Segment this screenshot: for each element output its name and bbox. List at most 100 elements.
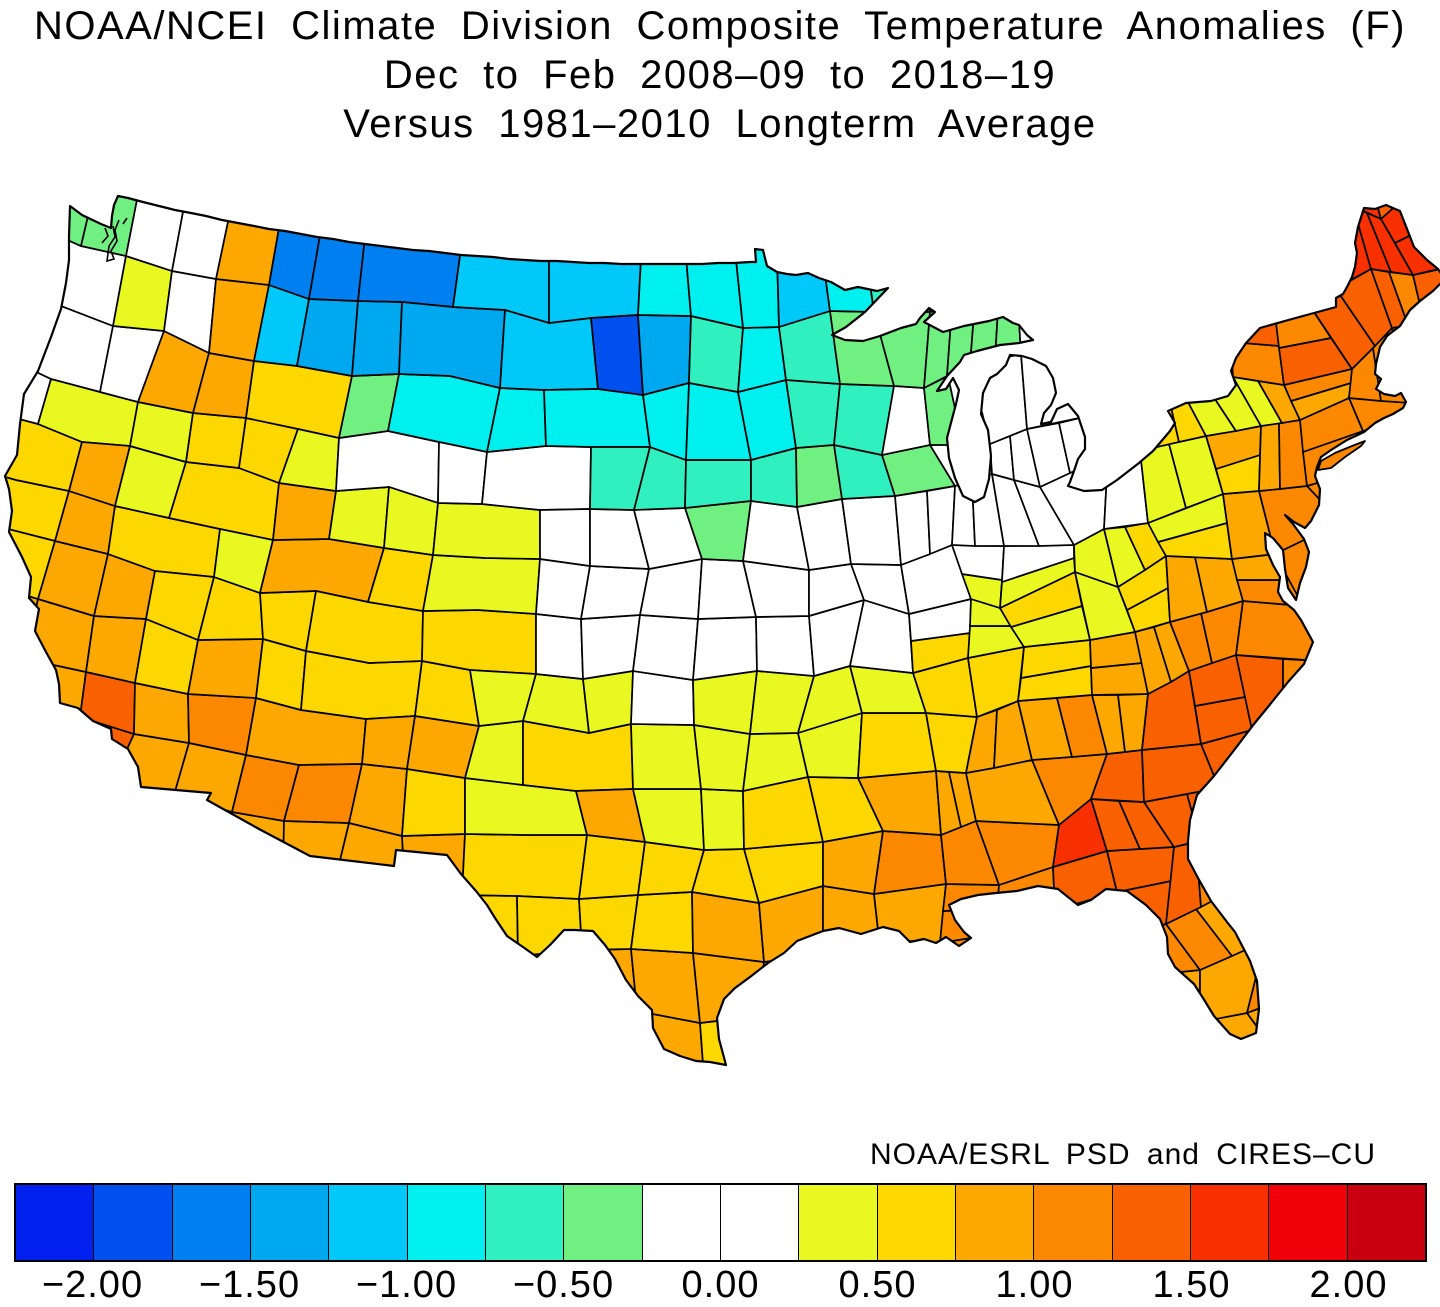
climate-division: [1402, 432, 1440, 500]
climate-division: [481, 445, 592, 511]
climate-division: [1361, 421, 1409, 467]
climate-division: [5, 988, 71, 1065]
climate-division: [1062, 296, 1119, 366]
climate-division: [785, 379, 841, 449]
climate-division: [700, 788, 745, 851]
climate-division: [1227, 244, 1277, 315]
climate-division: [1258, 421, 1281, 492]
climate-division: [1283, 929, 1314, 1001]
climate-division: [1364, 623, 1413, 677]
climate-division: [578, 834, 646, 900]
climate-division: [1225, 196, 1311, 247]
climate-division: [699, 1015, 759, 1065]
climate-division: [296, 298, 359, 378]
climate-division: [907, 200, 976, 314]
climate-division: [630, 891, 694, 954]
climate-division: [1305, 463, 1378, 523]
climate-division: [1035, 196, 1105, 287]
climate-division: [381, 1060, 455, 1065]
climate-division: [1372, 451, 1412, 515]
climate-division: [572, 1072, 637, 1138]
climate-division: [994, 284, 1022, 362]
colorbar-segment: [720, 1185, 800, 1260]
climate-division: [5, 514, 10, 587]
climate-division: [878, 938, 950, 1019]
climate-division: [692, 670, 758, 735]
climate-division: [437, 440, 488, 505]
climate-division: [1303, 196, 1383, 221]
climate-division: [401, 768, 466, 837]
climate-division: [1359, 684, 1433, 733]
climate-division: [1181, 250, 1231, 322]
climate-division: [516, 895, 583, 957]
climate-division: [1160, 260, 1192, 327]
climate-division: [1405, 321, 1440, 397]
climate-division: [637, 314, 692, 397]
climate-division: [1016, 284, 1043, 361]
climate-division: [119, 1022, 267, 1065]
climate-division: [881, 1012, 950, 1065]
climate-division: [432, 502, 541, 560]
climate-division: [1195, 835, 1228, 909]
climate-division: [1180, 196, 1225, 253]
climate-division: [1377, 706, 1440, 760]
colorbar-segment: [955, 1185, 1035, 1260]
title-line-1: NOAA/NCEI Climate Division Composite Tem…: [34, 4, 1406, 48]
climate-division: [810, 937, 891, 1021]
climate-division: [1059, 260, 1113, 321]
climate-division: [682, 219, 744, 330]
colorbar-segment: [799, 1185, 878, 1260]
climate-division: [688, 314, 744, 394]
climate-division: [1371, 505, 1433, 582]
colorbar-tick-label: 1.00: [995, 1264, 1074, 1306]
climate-division: [1121, 969, 1201, 1019]
climate-division: [1156, 1033, 1185, 1065]
climate-division: [391, 944, 458, 1014]
climate-division: [535, 613, 584, 680]
climate-division: [1003, 997, 1044, 1049]
climate-division: [1362, 756, 1405, 807]
climate-division: [775, 215, 831, 329]
climate-division: [5, 814, 117, 898]
climate-division: [242, 1048, 321, 1065]
climate-division: [1287, 696, 1333, 783]
climate-division: [630, 948, 701, 1025]
climate-division: [5, 754, 56, 836]
climate-division: [329, 932, 395, 1007]
climate-division: [398, 301, 506, 390]
colorbar-segment: [329, 1185, 408, 1260]
long-island: [1317, 440, 1366, 471]
climate-division: [69, 949, 154, 1025]
colorbar-segment: [1347, 1185, 1425, 1260]
climate-division: [1374, 578, 1416, 637]
climate-division: [1389, 438, 1440, 506]
colorbar: [14, 1183, 1427, 1262]
climate-division: [684, 459, 752, 509]
climate-division: [1308, 962, 1396, 998]
colorbar-tick-label: 2.00: [1309, 1264, 1388, 1306]
climate-division: [390, 889, 463, 949]
climate-division: [401, 833, 466, 896]
climate-division: [264, 985, 395, 1062]
climate-division: [0, 753, 2, 816]
climate-division: [5, 925, 80, 1011]
climate-division: [841, 495, 902, 566]
climate-division: [351, 300, 403, 377]
colorbar-segment: [16, 1185, 95, 1260]
climate-division: [1116, 324, 1190, 414]
colorbar-segment: [250, 1185, 330, 1260]
climate-division: [1402, 826, 1440, 901]
climate-division: [452, 211, 550, 325]
climate-division: [1301, 769, 1347, 827]
climate-division: [269, 930, 336, 1002]
climate-division: [1062, 1048, 1120, 1065]
climate-division: [461, 833, 588, 900]
climate-division: [1218, 787, 1290, 815]
climate-division: [857, 712, 937, 779]
climate-division: [1055, 933, 1129, 996]
climate-division: [510, 1004, 638, 1065]
climate-division: [968, 352, 1028, 446]
climate-division: [1218, 808, 1300, 838]
climate-division: [1106, 1046, 1159, 1065]
climate-division: [1062, 976, 1159, 1052]
